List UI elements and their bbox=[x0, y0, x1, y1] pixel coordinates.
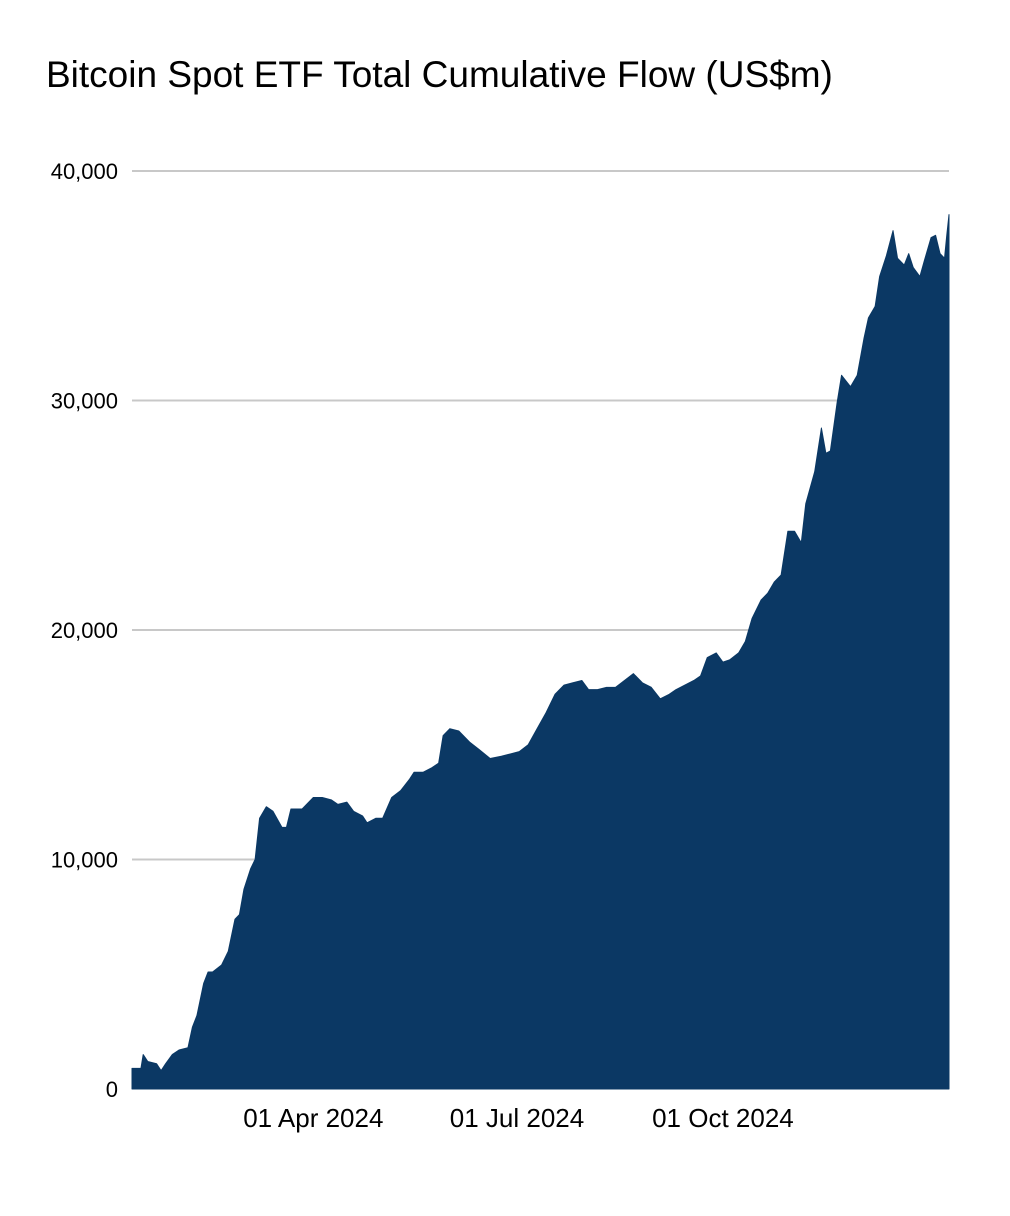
x-tick-label: 01 Oct 2024 bbox=[652, 1103, 794, 1133]
y-tick-label: 30,000 bbox=[51, 389, 118, 414]
x-tick-label: 01 Jul 2024 bbox=[450, 1103, 584, 1133]
x-axis-ticks: 01 Apr 2024 01 Jul 2024 01 Oct 2024 bbox=[243, 1103, 794, 1133]
chart-title: Bitcoin Spot ETF Total Cumulative Flow (… bbox=[46, 54, 833, 95]
y-tick-label: 40,000 bbox=[51, 159, 118, 184]
y-tick-label: 20,000 bbox=[51, 618, 118, 643]
x-tick-label: 01 Apr 2024 bbox=[243, 1103, 383, 1133]
y-axis-ticks: 0 10,000 20,000 30,000 40,000 bbox=[51, 159, 118, 1102]
y-tick-label: 0 bbox=[106, 1077, 118, 1102]
area-series bbox=[131, 214, 950, 1090]
series-area bbox=[131, 214, 950, 1090]
y-tick-label: 10,000 bbox=[51, 848, 118, 873]
